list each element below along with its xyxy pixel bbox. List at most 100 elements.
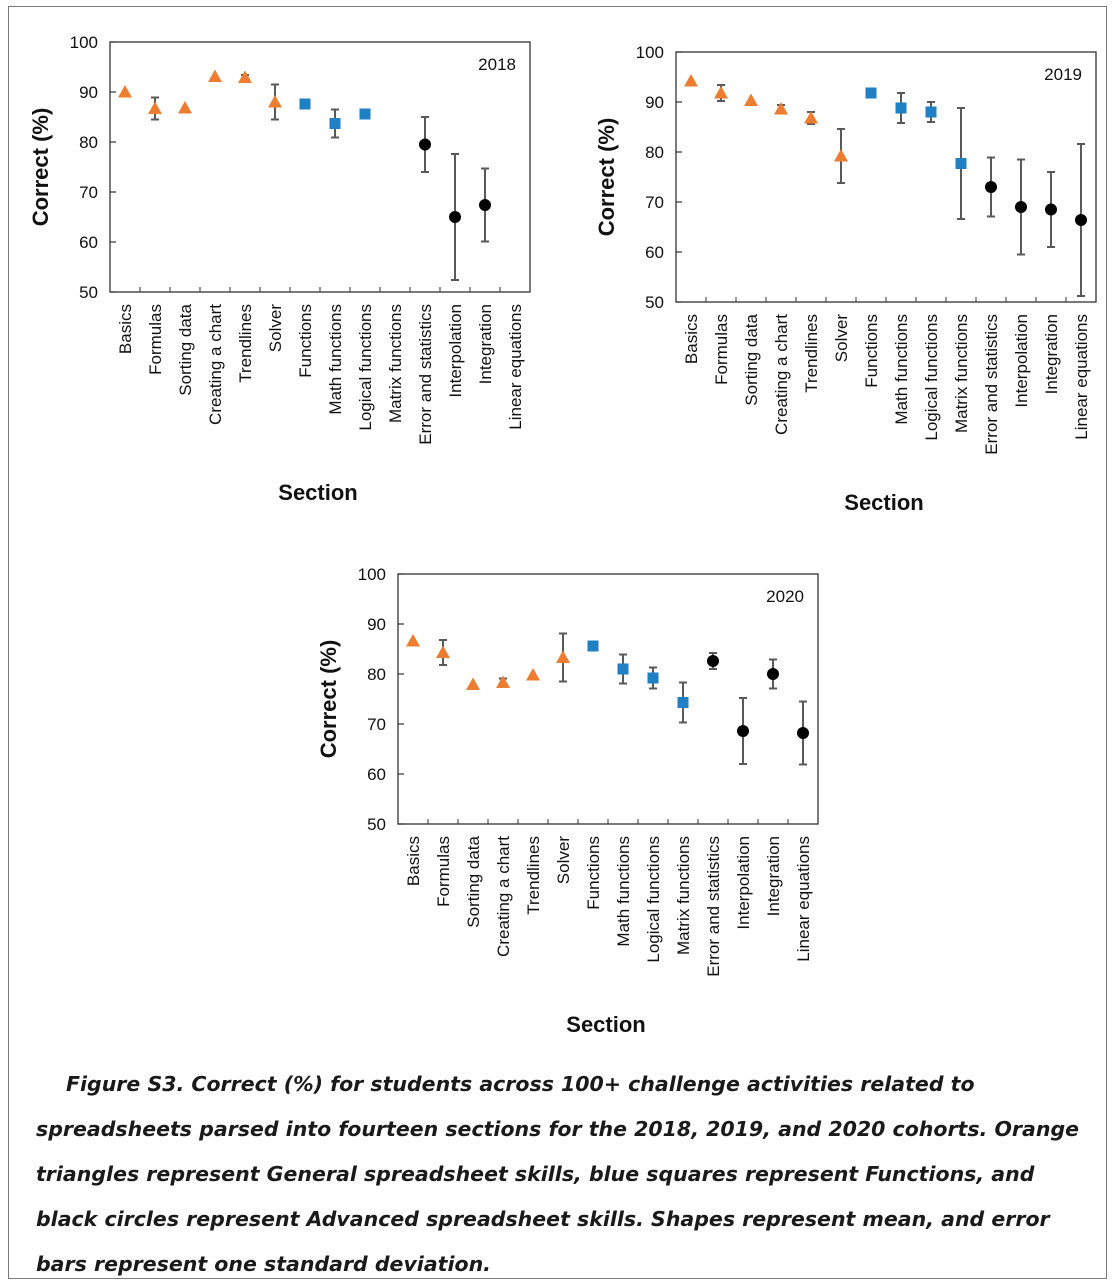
triangle-marker [238, 70, 252, 83]
data-point-solver [834, 128, 848, 184]
chart-2019: 50 60 70 80 90 100 Basics Formulas Sorting data C… [594, 43, 1097, 515]
square-marker [925, 106, 937, 118]
category-label-trendlines: Trendlines [524, 836, 543, 915]
data-point-trendlines [526, 668, 540, 681]
circle-marker [1045, 203, 1057, 216]
y-tick-label: 100 [70, 33, 98, 52]
data-point-logical-functions [359, 108, 371, 120]
triangle-marker [744, 93, 758, 106]
data-point-interpolation [1015, 158, 1027, 256]
data-point-creating-a-chart [208, 69, 222, 82]
y-tick-label: 90 [79, 83, 98, 102]
category-label-integration: Integration [1042, 314, 1061, 394]
triangle-marker [268, 95, 282, 108]
square-marker [955, 158, 967, 169]
circle-marker [797, 727, 809, 739]
triangle-marker [684, 74, 698, 87]
y-tick-label: 80 [645, 143, 664, 162]
square-marker [329, 118, 341, 129]
plot-area-border [675, 51, 1097, 303]
square-marker [587, 640, 599, 652]
circle-marker [449, 211, 461, 223]
category-label-basics: Basics [682, 314, 701, 364]
category-label-error-and-statistics: Error and statistics [416, 304, 435, 445]
x-axis-title: Section [566, 1012, 645, 1037]
data-point-formulas [714, 84, 728, 102]
category-label-solver: Solver [832, 314, 851, 363]
y-tick-label: 60 [367, 765, 386, 784]
category-label-formulas: Formulas [434, 836, 453, 907]
category-label-math-functions: Math functions [892, 314, 911, 425]
square-marker [617, 663, 629, 675]
category-label-solver: Solver [554, 836, 573, 885]
category-label-interpolation: Interpolation [734, 836, 753, 930]
triangle-marker [118, 85, 132, 98]
y-tick-label: 70 [367, 715, 386, 734]
triangle-marker [804, 111, 818, 124]
category-label-interpolation: Interpolation [446, 304, 465, 398]
category-label-integration: Integration [764, 836, 783, 916]
circle-marker [985, 181, 997, 193]
square-marker [299, 98, 311, 110]
category-label-matrix-functions: Matrix functions [952, 314, 971, 433]
data-point-interpolation [737, 697, 749, 765]
triangle-marker [148, 101, 162, 114]
y-axis-title: Correct (%) [316, 640, 341, 759]
data-point-integration [479, 167, 491, 243]
y-tick-label: 80 [367, 665, 386, 684]
data-point-linear-equations [797, 700, 809, 766]
category-label-trendlines: Trendlines [236, 304, 255, 383]
category-label-creating-a-chart: Creating a chart [772, 314, 791, 435]
y-tick-label: 90 [367, 615, 386, 634]
y-tick-label: 100 [636, 43, 664, 62]
triangle-marker [436, 645, 450, 658]
category-label-creating-a-chart: Creating a chart [494, 836, 513, 957]
data-point-integration [767, 658, 779, 690]
category-label-trendlines: Trendlines [802, 314, 821, 393]
data-point-solver [556, 632, 570, 683]
data-point-trendlines [238, 70, 252, 83]
category-label-matrix-functions: Matrix functions [386, 304, 405, 423]
figure-caption: Figure S3. Correct (%) for students acro… [36, 1072, 1080, 1276]
data-point-integration [1045, 171, 1057, 248]
data-point-matrix-functions [955, 107, 967, 220]
category-label-sorting-data: Sorting data [176, 303, 195, 395]
data-point-sorting-data [178, 101, 192, 114]
figure-frame [8, 6, 1107, 1279]
category-label-sorting-data: Sorting data [464, 835, 483, 927]
triangle-marker [774, 102, 788, 115]
square-marker [677, 697, 689, 708]
triangle-marker [834, 149, 848, 162]
category-label-matrix-functions: Matrix functions [674, 836, 693, 955]
data-point-error-and-statistics [419, 116, 431, 173]
y-tick-label: 90 [645, 93, 664, 112]
circle-marker [767, 668, 779, 680]
y-tick-label: 100 [358, 565, 386, 584]
category-label-linear-equations: Linear equations [794, 836, 813, 962]
data-point-solver [268, 83, 282, 121]
y-tick-label: 50 [367, 815, 386, 834]
year-label: 2019 [1044, 65, 1082, 84]
circle-marker [1075, 214, 1087, 226]
data-point-formulas [148, 96, 162, 121]
data-point-interpolation [449, 153, 461, 281]
triangle-marker [496, 675, 510, 688]
category-label-basics: Basics [404, 836, 423, 886]
y-tick-label: 60 [645, 243, 664, 262]
year-label: 2020 [766, 587, 804, 606]
data-point-basics [118, 85, 132, 98]
triangle-marker [178, 101, 192, 114]
circle-marker [737, 725, 749, 737]
square-marker [359, 108, 371, 120]
triangle-marker [406, 634, 420, 647]
category-label-creating-a-chart: Creating a chart [206, 304, 225, 425]
data-point-functions [299, 98, 311, 110]
category-label-interpolation: Interpolation [1012, 314, 1031, 408]
data-point-math-functions [895, 92, 907, 124]
category-label-formulas: Formulas [146, 304, 165, 375]
category-label-linear-equations: Linear equations [506, 304, 525, 430]
category-label-sorting-data: Sorting data [742, 313, 761, 405]
category-label-math-functions: Math functions [614, 836, 633, 947]
data-point-trendlines [804, 111, 818, 125]
data-point-error-and-statistics [707, 652, 719, 670]
